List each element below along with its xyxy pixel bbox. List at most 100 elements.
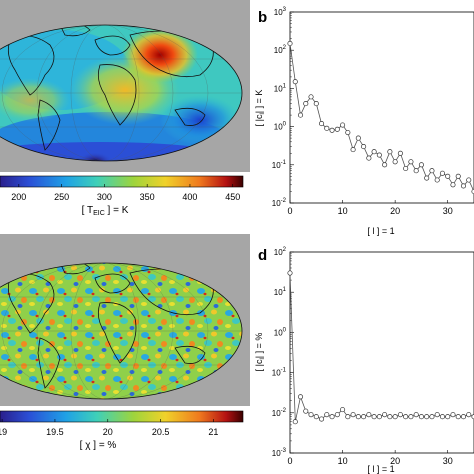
plotB-data-point: [418, 162, 424, 168]
plotB-data-point: [450, 182, 456, 188]
plotD-y-tick-label: 10-2: [272, 408, 287, 418]
plotB-data-point: [413, 168, 419, 174]
plot-d-ticks: 0 10 20 30 10-3 10-2 10-1 100 101 102: [272, 247, 453, 466]
panel-b-letter: b: [258, 9, 267, 26]
colorbar-c-tick-label: 21: [208, 427, 218, 437]
map-c-outline: [0, 262, 243, 400]
colorbar-c-gradient: [0, 410, 244, 423]
plotD-data-point: [313, 414, 319, 420]
panel-c-map: [0, 234, 250, 406]
plotD-data-point: [340, 407, 346, 413]
plotB-data-point: [313, 101, 319, 107]
plotB-data-point: [329, 127, 335, 133]
plotB-data-point: [429, 168, 435, 174]
colorbar-a-label: [ TEIC ] = K: [82, 205, 129, 217]
plotD-data-point: [397, 412, 403, 418]
plotB-data-point: [403, 165, 409, 172]
plotD-data-point: [376, 414, 382, 420]
colorbar-a-tick-label: 300: [97, 192, 112, 202]
plotD-y-tick-label: 10-1: [272, 368, 287, 378]
plotD-data-point: [334, 412, 340, 418]
panel-d-plot: d 0 10 20 30 10-3 10-2 10-1 100 101 102 [ l ] = 1…: [254, 247, 474, 474]
plotD-data-point: [303, 408, 309, 414]
plotD-data-point: [345, 414, 351, 420]
plotD-data-point: [403, 414, 409, 420]
plotB-y-tick-label: 10-1: [272, 160, 287, 170]
plotB-data-point: [397, 150, 403, 156]
plotD-data-point: [361, 414, 367, 420]
plotD-data-point: [371, 414, 377, 420]
plotD-data-point: [445, 414, 451, 420]
plotB-data-point: [334, 126, 340, 132]
plotD-data-point: [350, 412, 356, 418]
plotB-y-tick-label: 10-2: [272, 198, 287, 208]
plotD-data-point: [450, 412, 456, 418]
plotB-y-tick-label: 100: [274, 122, 287, 132]
plotD-y-tick-label: 10-3: [272, 448, 287, 458]
plotD-data-point: [466, 412, 472, 418]
plotB-data-point: [324, 125, 330, 131]
plotB-y-tick-label: 102: [274, 45, 287, 55]
plotB-data-point: [466, 177, 472, 183]
plotB-data-point: [345, 129, 351, 136]
colorbar-c-tick-label: 20.5: [152, 427, 170, 437]
plotB-data-point: [392, 159, 398, 165]
plot-b-ylabel: [ |cl| ] = K: [254, 90, 266, 127]
plotD-data-point: [366, 412, 372, 418]
plotB-data-point: [292, 79, 298, 85]
plot-d-frame: [289, 251, 474, 454]
plotB-data-point: [287, 40, 293, 47]
plotD-data-point: [287, 270, 293, 276]
plotB-data-point: [434, 177, 440, 183]
plotD-data-point: [324, 412, 330, 418]
colorbar-a-tick-label: 400: [182, 192, 197, 202]
plotD-data-point: [434, 412, 440, 418]
plotB-data-point: [408, 159, 414, 165]
plotB-data-point: [382, 162, 388, 168]
plotB-data-point: [439, 170, 446, 176]
plotD-data-point: [429, 414, 435, 420]
plotD-data-point: [413, 412, 419, 418]
plot-d-series-line: [289, 272, 474, 422]
colorbar-c-tick-label: 20: [103, 427, 113, 437]
plotD-data-point: [392, 414, 398, 420]
plotB-data-point: [297, 112, 304, 118]
plotB-data-point: [361, 144, 367, 150]
colorbar-c-tick-label: 19: [0, 427, 7, 437]
plotD-data-point: [318, 416, 325, 422]
colorbar-c-tick-label: 19.5: [46, 427, 64, 437]
colorbar-c: 19 19.5 20 20.5 21 [ χ ] = %: [0, 410, 244, 451]
plotB-data-point: [318, 121, 325, 127]
plotD-data-point: [439, 414, 446, 420]
plot-b-frame: [289, 11, 474, 204]
plotD-data-point: [455, 414, 461, 420]
colorbar-a-tick-label: 200: [11, 192, 26, 202]
colorbar-a-tick-label: 350: [140, 192, 155, 202]
plotD-data-point: [297, 394, 304, 400]
plot-b-points: [287, 40, 474, 195]
plotD-data-point: [292, 419, 298, 425]
plotB-data-point: [445, 173, 451, 179]
colorbar-a-gradient: [0, 175, 244, 188]
plotB-x-tick-label: 10: [338, 206, 348, 216]
plot-d-ylabel: [ |cl| ] = %: [254, 333, 266, 372]
plotD-y-tick-label: 101: [274, 287, 287, 297]
plot-b-xlabel: [ l ] = 1: [367, 226, 394, 236]
plotB-x-tick-label: 0: [287, 206, 292, 216]
plotB-data-point: [460, 183, 467, 189]
plotD-data-point: [418, 414, 424, 420]
plotD-data-point: [424, 414, 430, 420]
plot-b-ticks: 0 10 20 30 10-2 10-1 100 101 102 103: [272, 7, 453, 216]
plotB-data-point: [308, 94, 314, 100]
plotD-y-tick-label: 100: [274, 327, 287, 337]
plotD-data-point: [382, 412, 388, 418]
plotD-data-point: [355, 414, 361, 420]
plotB-data-point: [303, 101, 309, 107]
plotD-x-tick-label: 10: [338, 456, 348, 466]
plot-d-xlabel: [ l ] = 1: [367, 464, 394, 474]
plotB-data-point: [340, 122, 346, 128]
plotD-x-tick-label: 20: [390, 456, 400, 466]
plotB-data-point: [455, 173, 461, 179]
plotD-x-tick-label: 0: [287, 456, 292, 466]
